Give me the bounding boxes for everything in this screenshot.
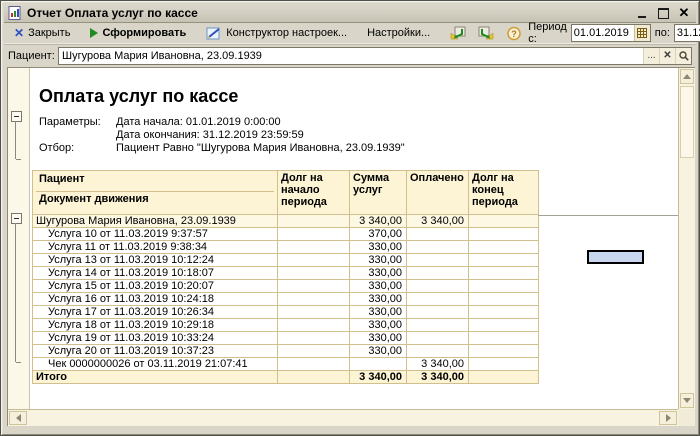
table-row[interactable]: Услуга 10 от 11.03.2019 9:37:57 370,00 [32,227,539,241]
settings-constructor-label: Конструктор настроек... [226,27,348,39]
period-controls: Период с: по: [528,21,700,45]
header-patient: Пациент [36,172,274,192]
header-debt-start[interactable]: Долг на начало периода [277,170,350,215]
table-row[interactable]: Услуга 14 от 11.03.2019 10:18:07 330,00 [32,266,539,280]
table-row[interactable]: Услуга 20 от 11.03.2019 10:37:23 330,00 [32,344,539,358]
generate-button[interactable]: Сформировать [84,24,192,42]
scrollbar-corner [678,409,695,426]
period-from-input[interactable] [571,25,634,41]
close-window-icon[interactable]: ✕ [678,5,690,20]
title-bar: Отчет Оплата услуг по кассе ✕ [4,4,696,23]
svg-text:?: ? [511,29,517,39]
minimize-icon[interactable] [636,7,648,19]
patient-row: Пациент: ... ✕ [4,45,696,66]
header-document: Документ движения [39,193,149,205]
window-title: Отчет Оплата услуг по кассе [27,6,198,20]
grouping-margin [8,68,30,409]
period-from-label: Период с: [528,21,567,45]
group-line [15,121,16,159]
restore-settings-button[interactable] [444,23,472,44]
patient-input[interactable] [59,47,643,64]
spreadsheet[interactable]: Оплата услуг по кассе Параметры: Дата на… [8,68,678,409]
params-label: Параметры: [39,116,101,128]
param-date-end: Дата окончания: 31.12.2019 23:59:59 [116,129,304,141]
period-to-input[interactable] [674,25,700,41]
table-row[interactable]: Шугурова Мария Ивановна, 23.09.1939 3 34… [32,214,539,228]
collapse-group-icon[interactable] [11,111,22,122]
vertical-scroll-thumb[interactable] [680,86,694,158]
vertical-scrollbar[interactable] [678,68,695,409]
generate-label: Сформировать [102,27,187,39]
play-icon [90,28,99,38]
calendar-icon[interactable] [633,25,650,41]
group-hook [16,159,21,160]
patient-label: Пациент: [8,49,55,62]
group-line [15,223,16,362]
header-paid[interactable]: Оплачено [406,170,469,215]
close-x-icon: ✕ [14,25,25,40]
settings-constructor-button[interactable]: Конструктор настроек... [200,23,353,44]
window-controls: ✕ [636,5,690,20]
constructor-pencil-icon [206,27,220,39]
filter-value: Пациент Равно "Шугурова Мария Ивановна, … [116,142,405,154]
selected-cell[interactable] [587,250,644,264]
patient-select-button[interactable]: ... [643,47,659,64]
patient-field: ... ✕ [58,46,692,65]
patient-clear-icon[interactable]: ✕ [659,47,675,64]
table-row[interactable]: Услуга 17 от 11.03.2019 10:26:34 330,00 [32,305,539,319]
table-row[interactable]: Услуга 11 от 11.03.2019 9:38:34 330,00 [32,240,539,254]
table-row[interactable]: Услуга 13 от 11.03.2019 10:12:24 330,00 [32,253,539,267]
collapse-group-icon[interactable] [11,213,22,224]
scroll-left-icon[interactable] [9,411,27,425]
report-title: Оплата услуг по кассе [39,86,239,106]
help-icon: ? [507,26,521,40]
param-date-start: Дата начала: 01.01.2019 0:00:00 [116,116,281,128]
settings-button[interactable]: Настройки... [361,24,436,42]
patient-search-icon[interactable] [675,47,691,64]
report-table: Пациент Документ движения Долг на начало… [32,170,539,384]
header-sum[interactable]: Сумма услуг [349,170,407,215]
settings-label: Настройки... [367,27,431,39]
save-settings-icon [478,26,494,39]
header-debt-end[interactable]: Долг на конец периода [468,170,539,215]
table-header-row: Пациент Документ движения Долг на начало… [32,170,539,215]
report-area: Оплата услуг по кассе Параметры: Дата на… [7,67,695,426]
period-to-field [673,24,700,42]
save-settings-button[interactable] [472,23,500,44]
close-report-label: Закрыть [28,27,71,39]
report-document-icon [8,6,21,20]
maximize-icon[interactable] [657,7,669,19]
period-to-label: по: [654,27,670,39]
group-hook [16,362,21,363]
table-row[interactable]: Услуга 16 от 11.03.2019 10:24:18 330,00 [32,292,539,306]
toolbar: ✕ Закрыть Сформировать Конструктор настр… [4,21,700,45]
restore-settings-icon [450,26,466,39]
table-row[interactable]: Услуга 19 от 11.03.2019 10:33:24 330,00 [32,331,539,345]
help-button[interactable]: ? [500,23,528,44]
total-row[interactable]: Итого 3 340,00 3 340,00 [32,370,539,384]
table-row[interactable]: Чек 0000000026 от 03.11.2019 21:07:41 3 … [32,357,539,371]
table-row[interactable]: Услуга 18 от 11.03.2019 10:29:18 330,00 [32,318,539,332]
row-extension-line [538,215,678,216]
header-patient-document[interactable]: Пациент Документ движения [32,170,278,215]
table-row[interactable]: Услуга 15 от 11.03.2019 10:20:07 330,00 [32,279,539,293]
scroll-up-icon[interactable] [680,69,694,84]
filter-label: Отбор: [39,142,75,154]
close-report-button[interactable]: ✕ Закрыть [8,24,76,42]
scroll-down-icon[interactable] [680,393,694,408]
period-from-field [570,24,651,42]
horizontal-scrollbar[interactable] [8,409,678,426]
scroll-right-icon[interactable] [659,411,677,425]
